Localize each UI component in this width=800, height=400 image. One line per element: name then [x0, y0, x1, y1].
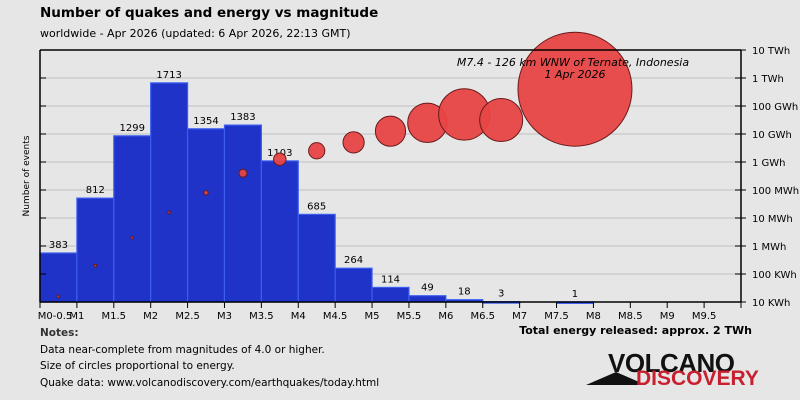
energy-circle — [273, 152, 287, 166]
bar — [150, 82, 189, 303]
x-tick-label: M5 — [365, 311, 380, 322]
bar — [260, 160, 299, 303]
y2-tick-label: 1 MWh — [752, 242, 786, 253]
bar — [76, 197, 115, 303]
x-tick-label: M7 — [512, 311, 527, 322]
energy-circle — [374, 115, 407, 147]
logo-text-discovery: DISCOVERY — [636, 367, 759, 390]
x-tick-label: M4 — [291, 311, 306, 322]
y2-tick-label: 100 KWh — [752, 270, 797, 281]
x-tick-label: M6.5 — [470, 311, 495, 322]
energy-circle — [479, 97, 524, 143]
x-tick-label: M0-0.5 — [38, 311, 73, 322]
bar-value-label: 3 — [498, 289, 504, 300]
bar — [334, 267, 373, 303]
annotation-line2: 1 Apr 2026 — [544, 68, 605, 81]
bar-value-label: 1713 — [156, 70, 181, 81]
y2-tick-label: 10 MWh — [752, 214, 793, 225]
note-line: Data near-complete from magnitudes of 4.… — [40, 343, 325, 356]
energy-circle — [130, 235, 135, 240]
annotation-line1: M7.4 - 126 km WNW of Ternate, Indonesia — [457, 56, 689, 69]
y2-tick-label: 100 MWh — [752, 186, 799, 197]
bar — [408, 295, 447, 303]
x-tick-label: M1.5 — [102, 311, 127, 322]
x-tick-label: M8 — [586, 311, 601, 322]
note-line: Quake data: www.volcanodiscovery.com/ear… — [40, 376, 380, 389]
bar-value-label: 1299 — [120, 123, 145, 134]
bar-value-label: 18 — [458, 287, 471, 298]
x-tick-label: M3.5 — [249, 311, 274, 322]
bar-value-label: 114 — [381, 274, 400, 285]
y-axis-label: Number of events — [22, 135, 32, 216]
x-tick-label: M3 — [217, 311, 232, 322]
y2-tick-label: 10 TWh — [752, 46, 790, 57]
x-tick-label: M1 — [69, 311, 84, 322]
x-tick-label: M9.5 — [692, 311, 717, 322]
energy-circle — [342, 131, 365, 154]
bar — [186, 128, 226, 303]
y2-tick-label: 1 GWh — [752, 158, 786, 169]
notes-heading: Notes: — [40, 327, 79, 339]
bar-value-label: 264 — [344, 255, 363, 266]
logo-text-volcano: VOLCANO — [608, 348, 735, 378]
y2-tick-label: 100 GWh — [752, 102, 798, 113]
x-tick-label: M8.5 — [618, 311, 643, 322]
x-tick-label: M2 — [143, 311, 158, 322]
bar — [297, 213, 336, 303]
x-tick-label: M2.5 — [175, 311, 200, 322]
energy-circle — [238, 168, 248, 178]
x-tick-label: M7.5 — [544, 311, 569, 322]
bar-value-label: 685 — [307, 201, 326, 212]
bar — [223, 124, 262, 303]
note-line: Size of circles proportional to energy. — [40, 360, 235, 372]
bar — [39, 252, 78, 303]
x-tick-label: M5.5 — [397, 311, 422, 322]
x-tick-label: M6 — [438, 311, 453, 322]
chart-title: Number of quakes and energy vs magnitude — [40, 5, 379, 21]
bar-value-label: 383 — [49, 240, 68, 251]
bar-value-label: 812 — [86, 185, 105, 196]
energy-circle — [308, 142, 326, 160]
x-tick-label: M4.5 — [323, 311, 348, 322]
volcanodiscovery-logo[interactable]: VOLCANO DISCOVERY — [586, 348, 759, 390]
total-energy: Total energy released: approx. 2 TWh — [519, 324, 752, 337]
chart-subtitle: worldwide - Apr 2026 (updated: 6 Apr 202… — [40, 27, 351, 40]
bar-value-label: 49 — [421, 283, 434, 294]
y2-tick-label: 10 KWh — [752, 298, 790, 309]
y2-tick-label: 10 GWh — [752, 130, 792, 141]
mountain-icon — [586, 372, 646, 385]
bar — [371, 286, 410, 303]
energy-circle — [93, 263, 98, 268]
x-tick-label: M9 — [660, 311, 675, 322]
bar-value-label: 1383 — [230, 112, 255, 123]
notes: Notes: Data near-complete from magnitude… — [40, 325, 379, 391]
y2-tick-label: 1 TWh — [752, 74, 784, 85]
energy-circle — [56, 294, 61, 299]
bar-value-label: 1354 — [193, 116, 218, 127]
bar-value-label: 1 — [572, 289, 578, 300]
energy-circle — [203, 190, 209, 196]
energy-circle — [517, 31, 633, 147]
bar — [113, 135, 152, 303]
energy-circle — [167, 210, 171, 215]
